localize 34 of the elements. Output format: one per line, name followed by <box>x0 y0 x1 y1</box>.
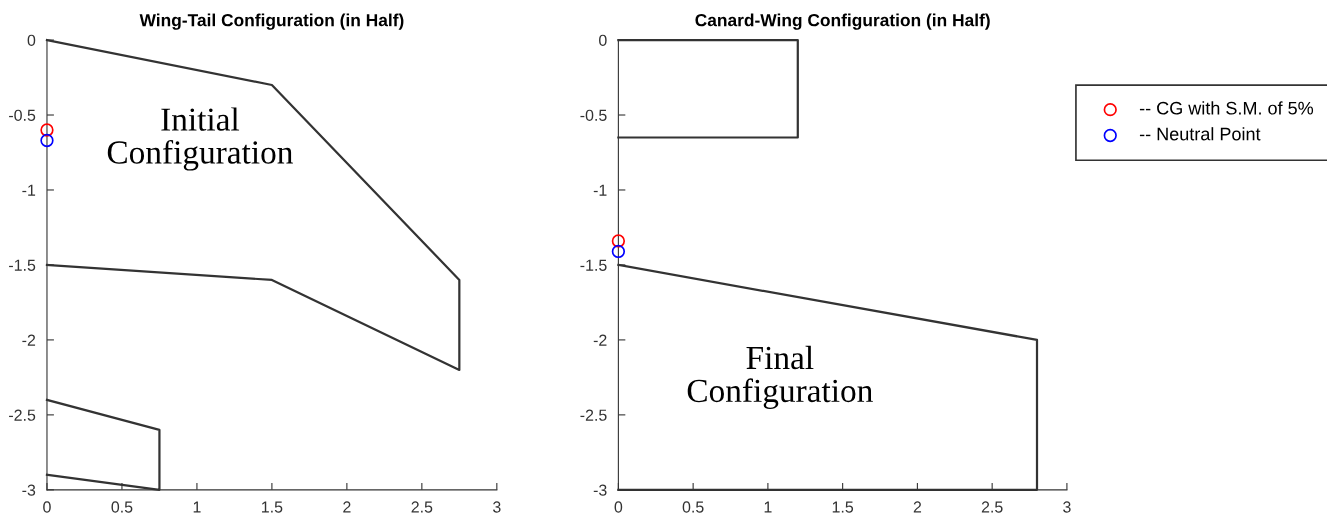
x-tick-label: 1 <box>193 501 201 513</box>
x-tick-label: 3 <box>493 501 501 513</box>
y-tick-label: -1.5 <box>580 259 607 271</box>
x-tick-label: 0 <box>43 501 51 513</box>
y-tick-label: -0.5 <box>9 109 36 121</box>
y-tick-label: 0 <box>27 34 36 46</box>
x-tick-label: 2 <box>343 501 351 513</box>
chart-title: Canard-Wing Configuration (in Half) <box>695 13 990 30</box>
y-tick-label: -2.5 <box>9 409 36 421</box>
x-tick-label: 1.5 <box>262 501 283 513</box>
y-tick-label: -2 <box>593 334 607 346</box>
y-tick-label: -2.5 <box>580 409 607 421</box>
x-tick-label: 1.5 <box>832 501 854 513</box>
y-tick-label: -0.5 <box>580 109 607 121</box>
y-tick-label: -3 <box>22 484 36 496</box>
x-tick-label: 0 <box>614 501 623 513</box>
x-tick-label: 1 <box>764 501 772 513</box>
y-tick-label: -1 <box>593 184 607 196</box>
y-tick-label: -2 <box>22 334 36 346</box>
x-tick-label: 0.5 <box>682 501 704 513</box>
x-tick-label: 2 <box>913 501 922 513</box>
annotation: Initial Configuration <box>107 107 293 171</box>
y-tick-label: -3 <box>593 484 607 496</box>
x-tick-label: 2.5 <box>411 501 433 513</box>
y-tick-label: -1 <box>22 184 36 196</box>
x-tick-label: 2.5 <box>981 501 1003 513</box>
annotation: Final Configuration <box>687 345 873 410</box>
x-tick-label: 3 <box>1063 501 1071 513</box>
legend-label: -- CG with S.M. of 5% <box>1139 101 1314 115</box>
legend-label: -- Neutral Point <box>1139 127 1261 141</box>
y-tick-label: -1.5 <box>9 259 36 271</box>
chart-title: Wing-Tail Configuration (in Half) <box>139 13 404 30</box>
y-tick-label: 0 <box>599 34 607 46</box>
x-tick-label: 0.5 <box>111 501 133 513</box>
